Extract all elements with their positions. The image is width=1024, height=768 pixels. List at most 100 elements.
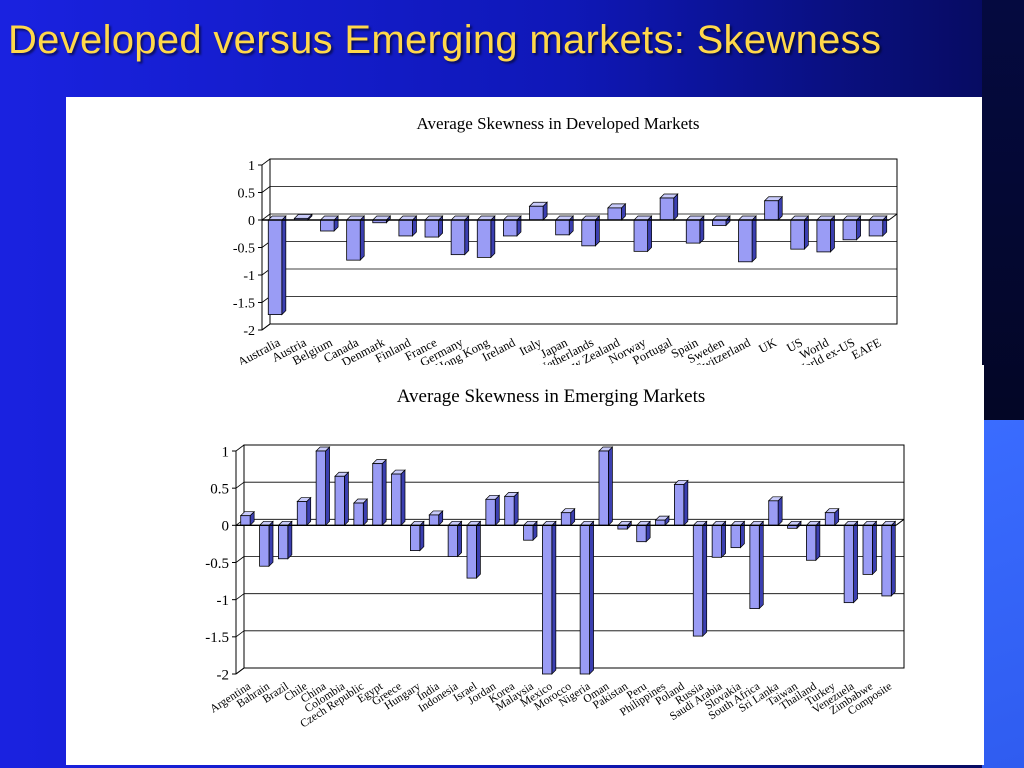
em-ytick-label: -1 <box>217 593 230 609</box>
em-bar-front <box>240 515 251 526</box>
em-bar-side <box>551 520 557 675</box>
emerging-markets-chart-panel: Average Skewness in Emerging Markets 1 0.5… <box>66 365 984 765</box>
dev-ytick-label: -1.5 <box>233 296 255 311</box>
em-bar-side <box>287 520 293 560</box>
dev-gridline-depth <box>261 213 271 221</box>
em-bar-sri-lanka <box>767 495 783 527</box>
em-bar-side <box>494 494 500 527</box>
dev-bar-world <box>816 215 836 253</box>
em-bar-peru <box>635 520 651 543</box>
em-bar-china <box>315 446 331 527</box>
developed-markets-chart: Average Skewness in Developed Markets 1 0.… <box>233 114 898 365</box>
dev-category-label: UK <box>756 335 779 356</box>
dev-bar-side <box>490 215 496 259</box>
dev-bar-japan <box>554 215 575 236</box>
dev-bar-front <box>424 219 440 238</box>
em-bar-front <box>655 519 666 526</box>
em-bar-philippines <box>654 515 670 527</box>
dev-category-label: EAFE <box>849 335 883 362</box>
em-zero-depth <box>895 518 905 526</box>
dev-bar-portugal <box>659 193 679 221</box>
em-bar-side <box>381 458 387 527</box>
em-bar-morocco <box>560 507 576 527</box>
em-bar-side <box>306 496 312 527</box>
em-bar-front <box>692 524 704 637</box>
em-bar-front <box>466 524 477 579</box>
em-bar-front <box>278 524 289 560</box>
em-bar-mexico <box>541 520 557 675</box>
em-bar-composite <box>881 520 897 597</box>
em-bar-colombia <box>334 471 350 527</box>
em-bar-indonesia <box>447 520 463 558</box>
developed-markets-chart-panel: Average Skewness in Developed Markets 1 0.… <box>66 97 982 365</box>
dev-bar-front <box>267 219 283 315</box>
em-bar-side <box>325 446 330 527</box>
dev-bar-australia <box>267 215 287 316</box>
em-bar-front <box>353 502 364 526</box>
dev-bar-front <box>868 219 884 237</box>
dev-bar-sweden <box>711 215 731 227</box>
em-ytick-label: 1 <box>222 444 230 460</box>
em-gridline-depth <box>235 444 245 452</box>
dev-ytick-label: -0.5 <box>233 241 255 256</box>
em-bar-front <box>372 463 383 526</box>
dev-bar-front <box>633 219 649 252</box>
dev-bar-front <box>816 219 831 253</box>
dev-bar-germany <box>450 215 470 256</box>
em-bar-side <box>476 520 481 579</box>
em-bar-front <box>542 524 553 675</box>
em-bar-front <box>824 512 836 526</box>
em-bar-hungary <box>409 520 425 552</box>
dev-bar-side <box>281 215 287 316</box>
em-chart-title: Average Skewness in Emerging Markets <box>397 386 706 407</box>
dev-bar-world-ex-us <box>842 215 862 241</box>
em-bar-chile <box>296 496 312 527</box>
em-bar-front <box>598 450 609 526</box>
em-bar-side <box>513 491 519 527</box>
dev-bar-netherlands <box>580 215 601 247</box>
dev-bar-norway <box>633 215 653 253</box>
slide-title: Developed versus Emerging markets: Skewn… <box>8 18 882 62</box>
em-bar-india <box>428 510 444 527</box>
em-bar-side <box>608 446 613 527</box>
em-bar-turkey <box>824 507 840 527</box>
em-bar-side <box>362 498 368 527</box>
dev-gridline-depth <box>261 323 271 331</box>
em-bar-greece <box>390 469 406 527</box>
dev-gridline-depth <box>261 158 271 166</box>
dev-ytick-label: -1 <box>243 269 255 284</box>
dev-bar-front <box>320 219 335 232</box>
dev-bar-side <box>804 215 809 250</box>
dev-bar-front <box>764 200 779 221</box>
dev-bar-france <box>424 215 444 238</box>
dev-plot-wall <box>262 159 897 330</box>
em-bar-side <box>457 520 462 558</box>
dev-bar-front <box>581 219 596 247</box>
em-bar-front <box>485 498 496 526</box>
em-bar-side <box>853 520 858 604</box>
background-blue-stripe <box>982 420 1024 768</box>
em-bar-front <box>862 524 873 575</box>
dev-bar-new-zealand <box>607 203 627 221</box>
em-bar-zimbabwe <box>862 520 878 576</box>
em-bar-front <box>674 484 685 526</box>
dev-bar-finland <box>398 215 418 237</box>
em-bar-front <box>843 524 854 604</box>
em-bar-front <box>768 500 779 526</box>
dev-bar-front <box>450 219 466 256</box>
em-bar-side <box>777 495 783 527</box>
em-bar-brazil <box>277 520 293 560</box>
dev-zero-depth <box>888 213 898 221</box>
em-bar-front <box>259 524 270 567</box>
dev-bar-front <box>842 219 858 241</box>
em-bar-front <box>881 524 892 597</box>
em-bar-front <box>730 524 741 549</box>
em-bar-front <box>560 512 572 526</box>
dev-bar-side <box>673 193 679 221</box>
em-gridline-depth <box>235 593 245 600</box>
em-bar-korea <box>503 491 519 527</box>
em-bar-front <box>579 524 590 675</box>
dev-ytick-label: 1 <box>248 159 255 174</box>
dev-bar-front <box>685 219 701 244</box>
em-bar-side <box>890 520 896 597</box>
